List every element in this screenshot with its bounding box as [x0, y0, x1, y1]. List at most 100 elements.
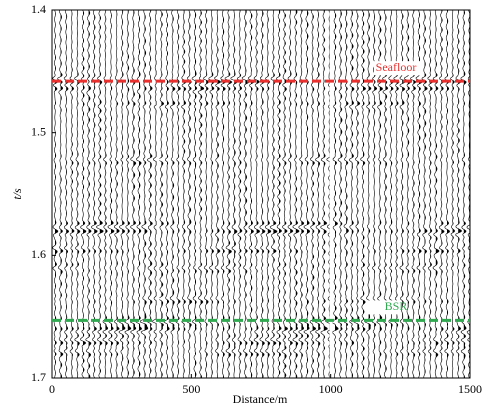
wiggle: [95, 10, 104, 378]
wiggle: [259, 10, 266, 378]
wiggle: [52, 10, 59, 378]
wiggle-fill: [206, 10, 209, 378]
wiggle-fill: [458, 10, 462, 378]
wiggle-fill: [379, 10, 383, 378]
wiggle-fill: [71, 10, 75, 378]
wiggle: [276, 10, 283, 378]
wiggle-fill: [413, 10, 416, 378]
horizon-label-bg: [374, 61, 422, 76]
wiggle-fill: [195, 10, 198, 378]
wiggle: [455, 10, 463, 378]
trace-gap: [156, 10, 160, 378]
wiggle: [253, 10, 261, 378]
wiggle: [118, 10, 126, 378]
wiggle-fill: [88, 10, 92, 378]
wiggle: [427, 10, 434, 378]
wiggle-fill: [217, 10, 221, 378]
wiggle: [197, 10, 205, 378]
wiggle-fill: [150, 10, 153, 378]
wiggle: [337, 10, 343, 378]
wiggle: [181, 10, 187, 378]
wiggle: [343, 10, 349, 378]
wiggle: [320, 10, 328, 378]
wiggle: [421, 10, 428, 378]
wiggle-fill: [94, 10, 98, 378]
wiggle-fill: [463, 10, 467, 378]
horizon-label: Seafloor: [376, 60, 417, 74]
wiggle: [80, 10, 87, 378]
wiggle: [146, 10, 153, 378]
y-axis-label: t/s: [10, 188, 24, 200]
wiggle-fill: [279, 10, 282, 378]
wiggle: [74, 10, 81, 378]
wiggle-fill: [430, 10, 433, 378]
wiggle: [292, 10, 300, 378]
x-tick-label: 1500: [458, 382, 482, 396]
x-tick-label: 1000: [319, 382, 343, 396]
wiggle: [364, 10, 372, 378]
wiggle: [107, 10, 115, 378]
x-tick-label: 0: [49, 382, 55, 396]
wiggle-fill: [111, 10, 115, 378]
wiggle: [129, 10, 137, 378]
wiggle: [330, 10, 339, 378]
wiggle-fill: [55, 10, 58, 378]
wiggle: [113, 10, 120, 378]
wiggle-fill: [127, 10, 131, 378]
wiggle: [124, 10, 132, 378]
wiggle: [69, 10, 75, 378]
wiggle: [314, 10, 321, 378]
wiggle: [460, 10, 467, 378]
wiggle: [298, 10, 305, 378]
x-tick-label: 500: [182, 382, 200, 396]
wiggle: [186, 10, 193, 378]
wiggle: [152, 10, 159, 378]
wiggle: [90, 10, 98, 378]
wiggle-fill: [262, 10, 266, 378]
wiggle: [57, 10, 64, 378]
wiggle: [224, 10, 233, 378]
y-tick-label: 1.4: [31, 2, 46, 16]
wiggle: [203, 10, 210, 378]
y-tick-label: 1.6: [31, 247, 46, 261]
wiggle-fill: [351, 10, 355, 378]
wiggle-fill: [452, 10, 455, 378]
wiggle: [348, 10, 355, 378]
wiggle: [208, 10, 215, 378]
wiggle: [230, 10, 238, 378]
wiggle: [241, 10, 250, 378]
wiggle-fill: [402, 10, 406, 378]
y-tick-label: 1.5: [31, 124, 46, 138]
wiggle: [157, 10, 165, 378]
wiggle-fill: [183, 10, 187, 378]
wiggle: [432, 10, 440, 378]
wiggle: [102, 10, 109, 378]
wiggle: [236, 10, 243, 378]
wiggle: [85, 10, 92, 378]
wiggle-fill: [251, 10, 255, 378]
wiggle: [269, 10, 278, 378]
wiggle: [303, 10, 311, 378]
wiggle-fill: [200, 10, 204, 378]
wiggle: [371, 10, 378, 378]
wiggle: [220, 10, 227, 378]
wiggle-fill: [307, 10, 310, 378]
wiggle: [281, 10, 289, 378]
wiggle-fill: [363, 10, 366, 378]
wiggle-fill: [167, 10, 170, 378]
wiggle: [63, 10, 69, 378]
wiggle: [444, 10, 450, 378]
wiggle: [168, 10, 176, 378]
wiggle-fill: [284, 10, 288, 378]
y-tick-label: 1.7: [31, 370, 46, 384]
wiggle-fill: [133, 10, 136, 378]
wiggle: [135, 10, 143, 378]
wiggle-fill: [172, 10, 176, 378]
wiggle: [139, 10, 149, 378]
plot-frame: [51, 9, 471, 379]
wiggle: [175, 10, 181, 378]
horizon-label-bg: [366, 300, 398, 315]
wiggle: [247, 10, 255, 378]
wiggle-fill: [245, 10, 250, 378]
